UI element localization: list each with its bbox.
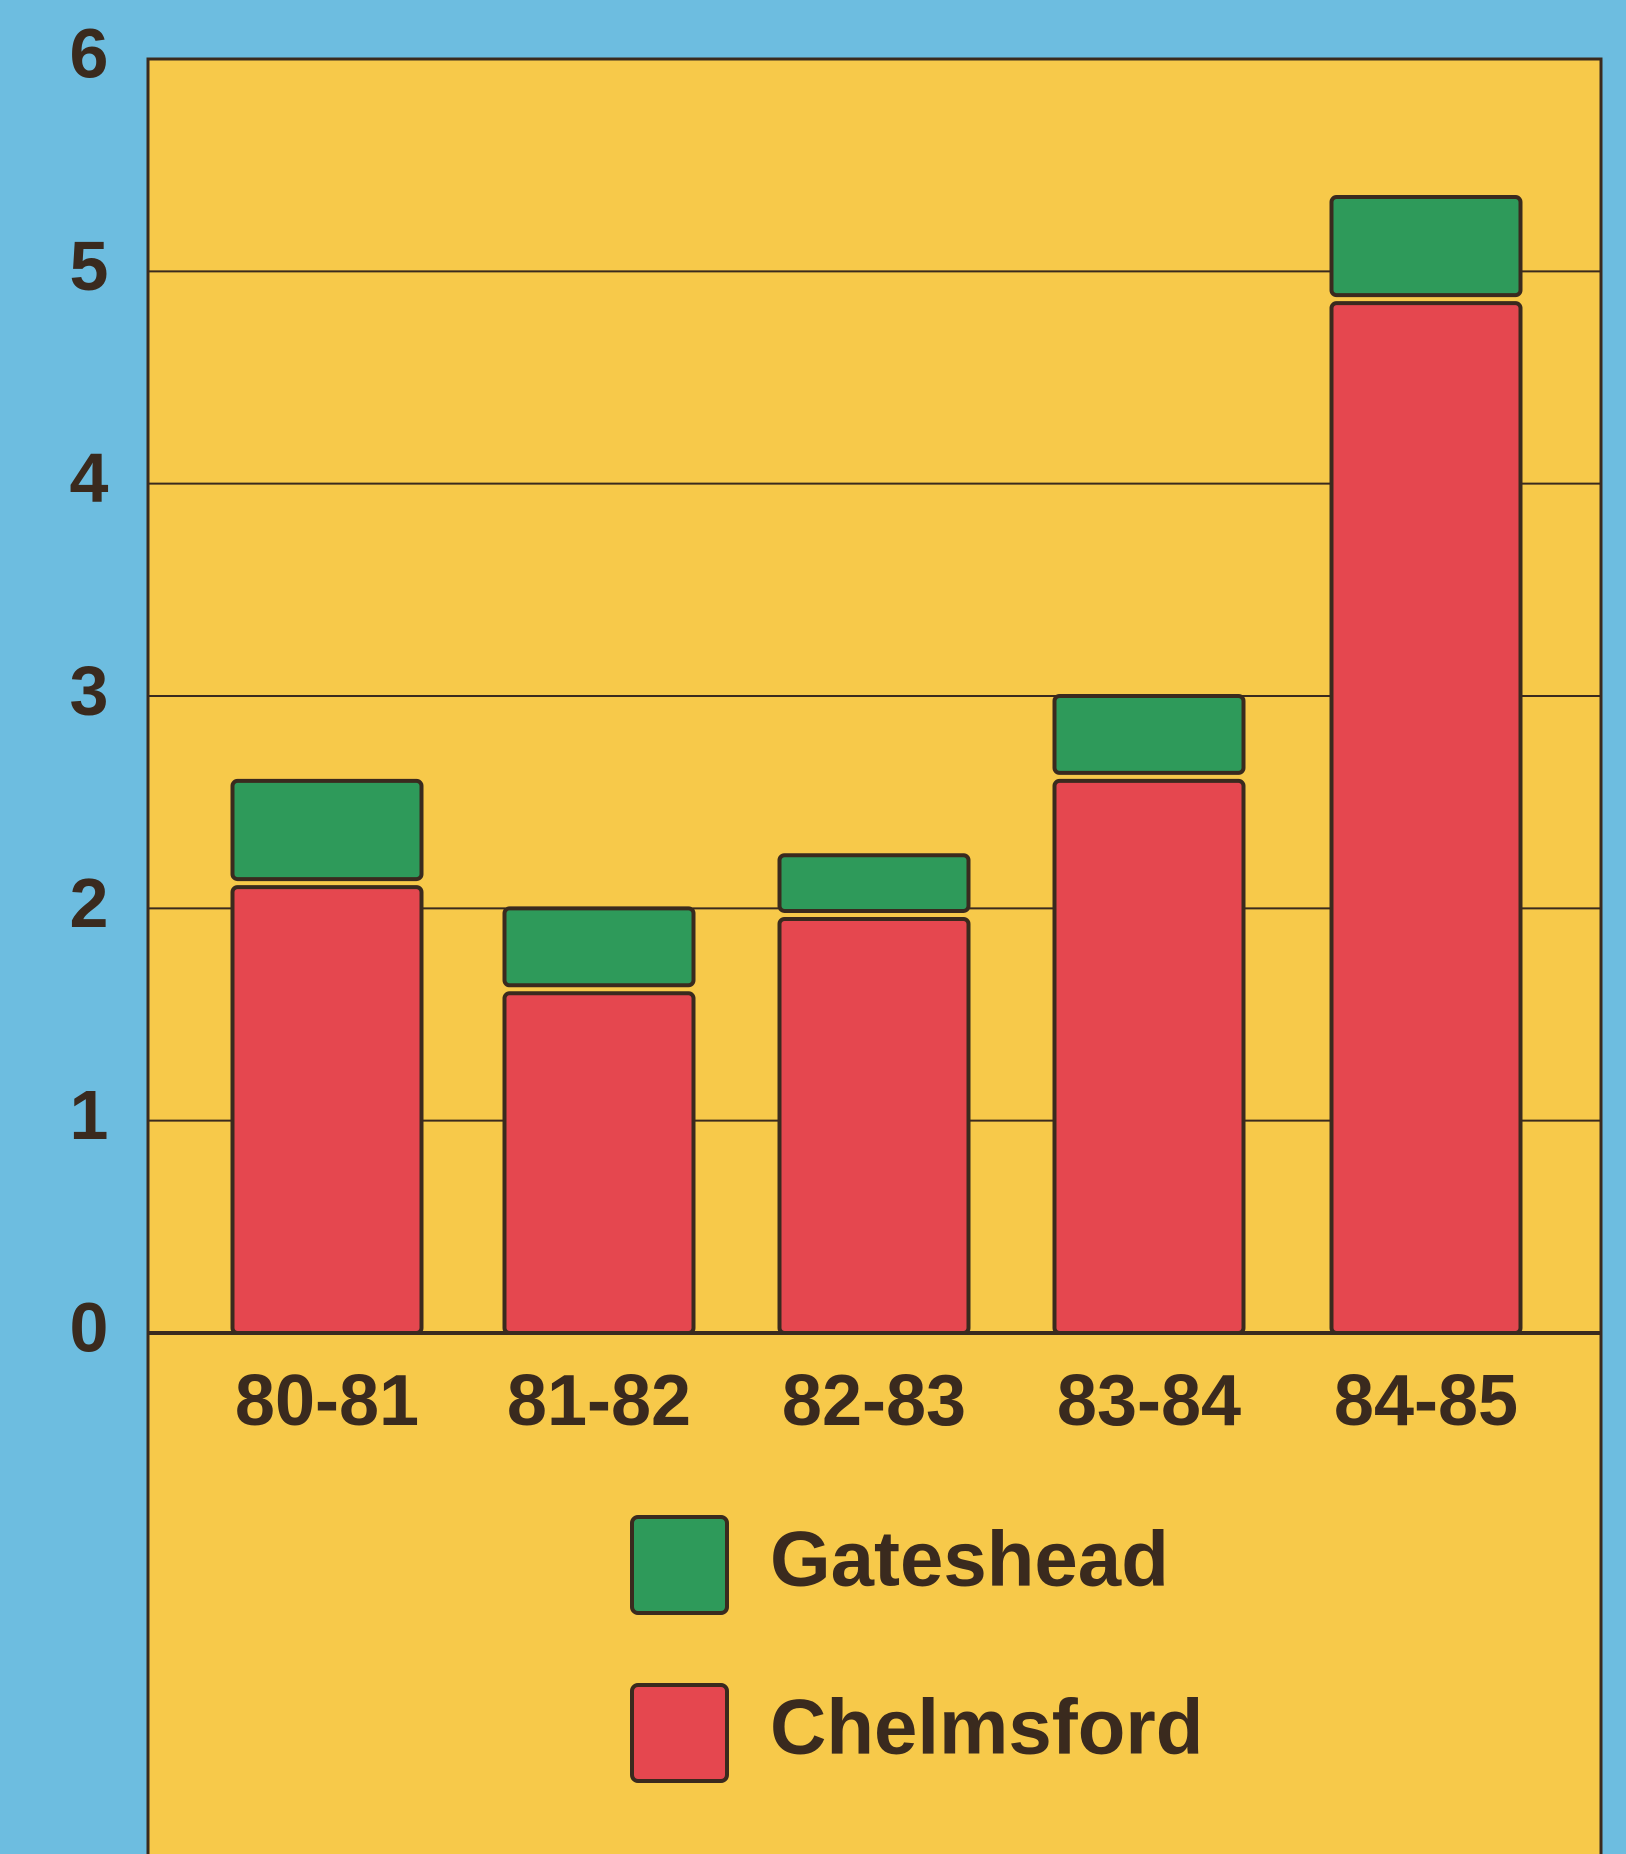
bar-segment (777, 853, 971, 913)
y-tick-label: 2 (70, 864, 109, 942)
x-tick-label: 81-82 (507, 1361, 691, 1441)
legend-label: Chelmsford (770, 1683, 1203, 1771)
x-tick-label: 82-83 (782, 1361, 966, 1441)
y-tick-label: 6 (70, 14, 109, 92)
bar-segment (502, 906, 696, 988)
x-tick-label: 80-81 (235, 1361, 419, 1441)
bar-segment (1329, 301, 1523, 1335)
bar-segment (1052, 778, 1246, 1335)
bar-segment (230, 778, 424, 882)
x-tick-label: 83-84 (1057, 1361, 1241, 1441)
legend-label: Gateshead (770, 1515, 1169, 1603)
bar-segment (502, 991, 696, 1335)
y-tick-label: 0 (70, 1288, 109, 1366)
bar-segment (1052, 694, 1246, 775)
x-tick-label: 84-85 (1334, 1361, 1518, 1441)
legend-swatch (630, 1515, 729, 1615)
bar-segment (1329, 195, 1523, 298)
y-tick-label: 1 (70, 1076, 109, 1154)
bar-segment (230, 885, 424, 1335)
y-tick-label: 4 (70, 439, 109, 517)
bar-segment (777, 916, 971, 1335)
y-tick-label: 3 (70, 651, 109, 729)
legend-swatch (630, 1683, 729, 1783)
y-tick-label: 5 (70, 227, 109, 305)
